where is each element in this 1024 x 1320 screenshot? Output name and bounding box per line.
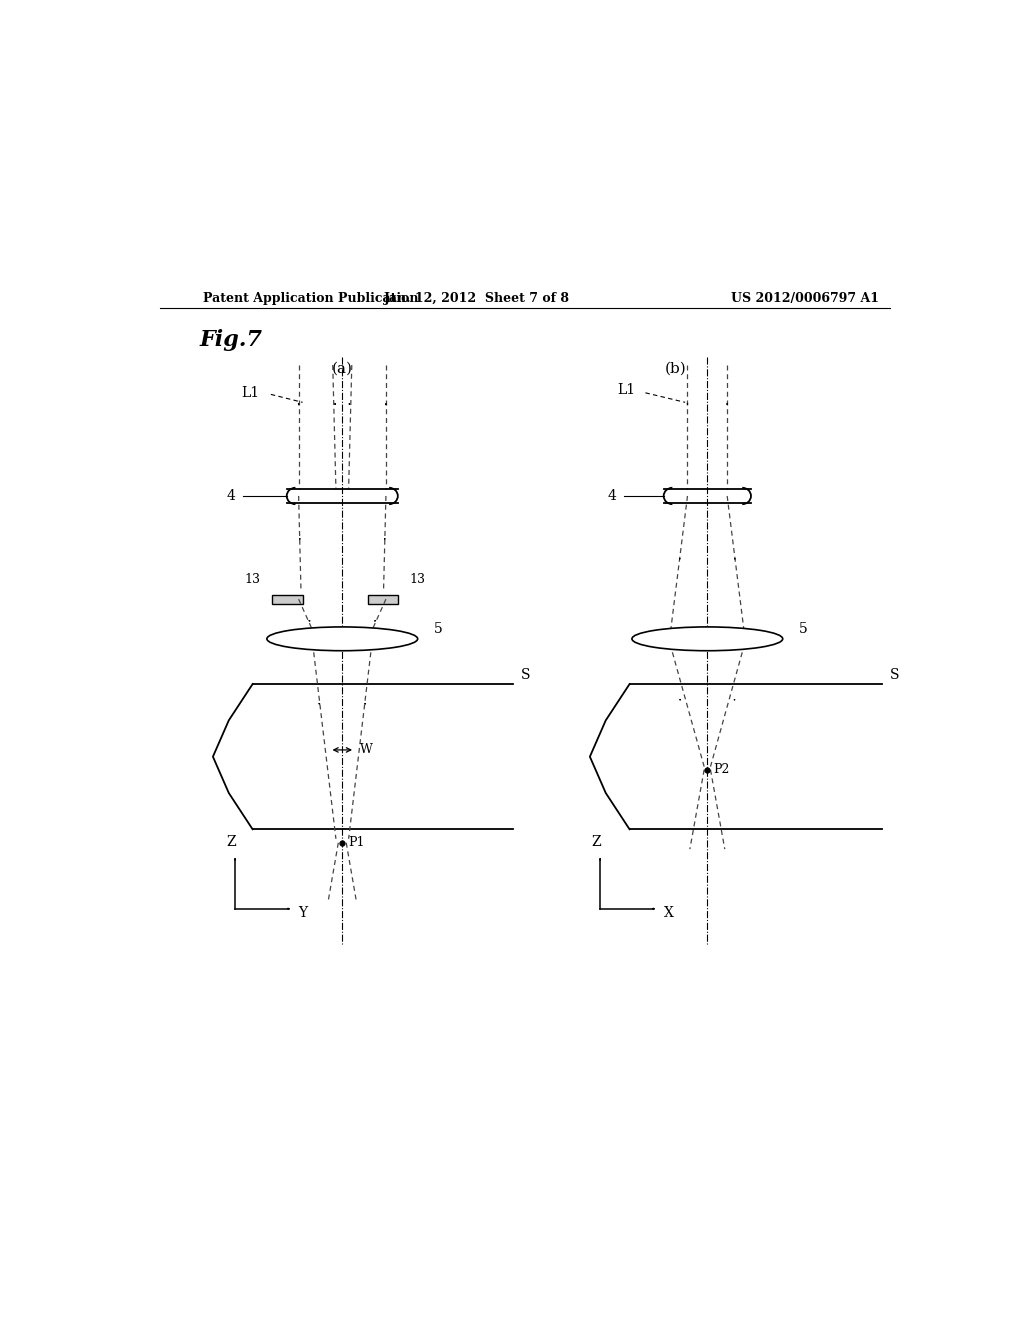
Text: 5: 5: [799, 622, 807, 636]
Text: 4: 4: [226, 488, 236, 503]
Text: 4: 4: [607, 488, 616, 503]
Text: Jan. 12, 2012  Sheet 7 of 8: Jan. 12, 2012 Sheet 7 of 8: [384, 292, 570, 305]
Ellipse shape: [632, 627, 782, 651]
Text: 5: 5: [433, 622, 442, 636]
Text: Y: Y: [299, 907, 308, 920]
Text: L1: L1: [241, 385, 259, 400]
Text: 13: 13: [245, 573, 260, 586]
Bar: [368, 595, 397, 603]
Ellipse shape: [267, 627, 418, 651]
Text: S: S: [890, 668, 899, 681]
Text: Patent Application Publication: Patent Application Publication: [204, 292, 419, 305]
Text: S: S: [521, 668, 530, 681]
Text: (b): (b): [665, 362, 686, 375]
Text: X: X: [664, 907, 674, 920]
Text: W: W: [359, 743, 373, 756]
Text: 13: 13: [410, 573, 426, 586]
Text: US 2012/0006797 A1: US 2012/0006797 A1: [731, 292, 880, 305]
Text: (a): (a): [332, 362, 353, 375]
Text: Z: Z: [592, 836, 601, 849]
Text: Z: Z: [226, 836, 236, 849]
Text: L1: L1: [617, 383, 636, 397]
Bar: [272, 595, 303, 603]
Text: P1: P1: [348, 837, 366, 849]
Text: P2: P2: [714, 763, 730, 776]
Text: Fig.7: Fig.7: [200, 329, 262, 351]
